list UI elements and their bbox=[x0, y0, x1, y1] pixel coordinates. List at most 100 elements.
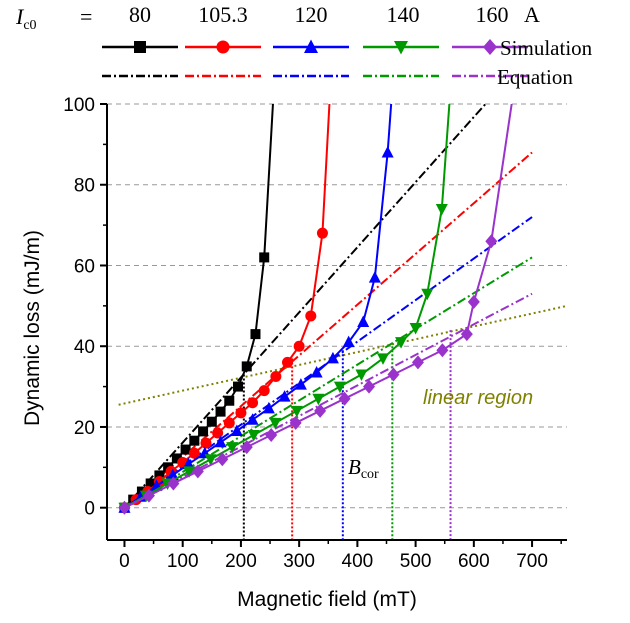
series-140-simulation-line bbox=[123, 104, 451, 509]
series-120-point-12 bbox=[310, 365, 323, 378]
y-tick-label-60: 60 bbox=[74, 256, 95, 277]
series-160-point-1 bbox=[142, 488, 155, 503]
series-160-point-0 bbox=[118, 500, 131, 515]
x-tick-label-500: 500 bbox=[400, 551, 432, 572]
legend-sim-marker-1 bbox=[216, 40, 230, 54]
series-160-point-4 bbox=[216, 452, 229, 467]
series-140-point-8 bbox=[290, 405, 303, 418]
series-105_3-point-6 bbox=[188, 447, 200, 459]
series-120-point-4 bbox=[182, 457, 195, 470]
series-80-point-15 bbox=[250, 329, 261, 340]
series-140-point-14 bbox=[409, 323, 422, 335]
legend-ic-label: Ic0 bbox=[15, 4, 37, 33]
series-120-point-6 bbox=[214, 435, 227, 448]
series-160-point-12 bbox=[411, 355, 424, 370]
series-80-point-13 bbox=[233, 381, 244, 392]
legend-value-3: 140 bbox=[387, 2, 420, 27]
series-140-point-6 bbox=[247, 430, 260, 442]
series-160-equation-line bbox=[124, 292, 533, 509]
x-tick-label-700: 700 bbox=[516, 551, 548, 572]
linear-region-line bbox=[118, 304, 567, 406]
series-80-point-10 bbox=[206, 416, 217, 427]
series-80-point-4 bbox=[154, 470, 165, 481]
x-tick-label-0: 0 bbox=[119, 551, 130, 572]
series-80-point-9 bbox=[198, 426, 209, 437]
series-120-point-13 bbox=[326, 351, 339, 364]
series-140-point-11 bbox=[355, 369, 368, 381]
series-160-point-6 bbox=[265, 428, 278, 443]
legend-unit: A bbox=[524, 2, 540, 27]
series-120-point-7 bbox=[230, 424, 243, 436]
legend: Ic0 = 80 105.3 120 140 160 A Simulation Equation bbox=[15, 2, 593, 89]
series-105_3-point-16 bbox=[305, 310, 317, 322]
series-120-point-16 bbox=[368, 271, 381, 283]
x-tick-label-300: 300 bbox=[283, 551, 315, 572]
series-120-point-15 bbox=[357, 315, 370, 327]
series-80-equation-line bbox=[123, 104, 487, 509]
series-140-equation-line bbox=[123, 256, 533, 509]
series-105_3-markers bbox=[118, 227, 328, 514]
series-140-point-9 bbox=[312, 393, 325, 406]
y-axis-label: Dynamic loss (mJ/m) bbox=[21, 230, 44, 426]
series-140-point-7 bbox=[269, 417, 282, 430]
legend-value-1: 105.3 bbox=[198, 2, 248, 27]
series-160-point-14 bbox=[460, 327, 473, 342]
legend-value-0: 80 bbox=[129, 2, 151, 27]
bcor-label-sub: cor bbox=[361, 467, 379, 482]
series-105_3-point-9 bbox=[223, 417, 235, 429]
plot-area bbox=[118, 104, 567, 540]
legend-sim-marker-4 bbox=[483, 39, 497, 55]
series-160-point-8 bbox=[314, 403, 327, 418]
series-105_3-point-7 bbox=[200, 437, 212, 449]
series-80-point-16 bbox=[259, 252, 270, 263]
legend-ic-sub: c0 bbox=[23, 18, 36, 33]
x-tick-label-200: 200 bbox=[225, 551, 257, 572]
series-160-point-5 bbox=[240, 440, 253, 455]
y-tick-label-40: 40 bbox=[74, 337, 95, 358]
y-tick-label-100: 100 bbox=[63, 95, 95, 116]
x-tick-label-400: 400 bbox=[342, 551, 374, 572]
series-120-point-14 bbox=[342, 335, 355, 348]
legend-sim-marker-3 bbox=[394, 41, 408, 55]
series-80-point-11 bbox=[215, 406, 226, 417]
series-105_3-simulation-line bbox=[123, 104, 331, 509]
series-160-point-9 bbox=[338, 391, 351, 406]
x-tick-label-600: 600 bbox=[458, 551, 490, 572]
series-105_3-point-15 bbox=[293, 340, 305, 352]
series-80-point-12 bbox=[224, 395, 235, 406]
series-160-point-10 bbox=[363, 379, 376, 394]
series-140-point-16 bbox=[435, 203, 448, 216]
series-120-point-3 bbox=[166, 468, 179, 481]
series-160-point-16 bbox=[485, 234, 498, 249]
series-105_3-point-12 bbox=[258, 385, 270, 397]
series-160-point-11 bbox=[387, 367, 400, 382]
bcor-label: Bcor bbox=[348, 455, 379, 482]
legend-sim-marker-0 bbox=[134, 41, 146, 53]
series-105_3-point-10 bbox=[235, 407, 247, 419]
series-80-point-7 bbox=[180, 444, 191, 455]
series-105_3-point-14 bbox=[282, 356, 294, 368]
series-120-point-17 bbox=[381, 145, 394, 158]
legend-simulation-label: Simulation bbox=[500, 36, 593, 60]
series-120-point-9 bbox=[262, 401, 275, 414]
x-axis-label: Magnetic field (mT) bbox=[237, 588, 417, 611]
y-tick-label-80: 80 bbox=[74, 176, 95, 197]
series-105_3-point-8 bbox=[212, 427, 224, 439]
legend-ic-main: I bbox=[15, 4, 25, 29]
series-160-point-15 bbox=[467, 294, 480, 309]
y-tick-label-0: 0 bbox=[84, 499, 95, 520]
y-tick-label-20: 20 bbox=[74, 418, 95, 439]
series-160-point-13 bbox=[436, 343, 449, 358]
series-140-point-13 bbox=[395, 337, 408, 349]
series-140-point-4 bbox=[204, 454, 217, 466]
series-80-point-14 bbox=[241, 361, 252, 372]
series-140-point-3 bbox=[183, 466, 196, 478]
series-140-point-10 bbox=[333, 381, 346, 394]
series-80-point-3 bbox=[145, 478, 156, 489]
series-105_3-point-17 bbox=[316, 227, 328, 239]
series-80-point-8 bbox=[189, 435, 200, 446]
series-120-point-8 bbox=[246, 413, 259, 425]
series-80-point-6 bbox=[171, 453, 182, 464]
